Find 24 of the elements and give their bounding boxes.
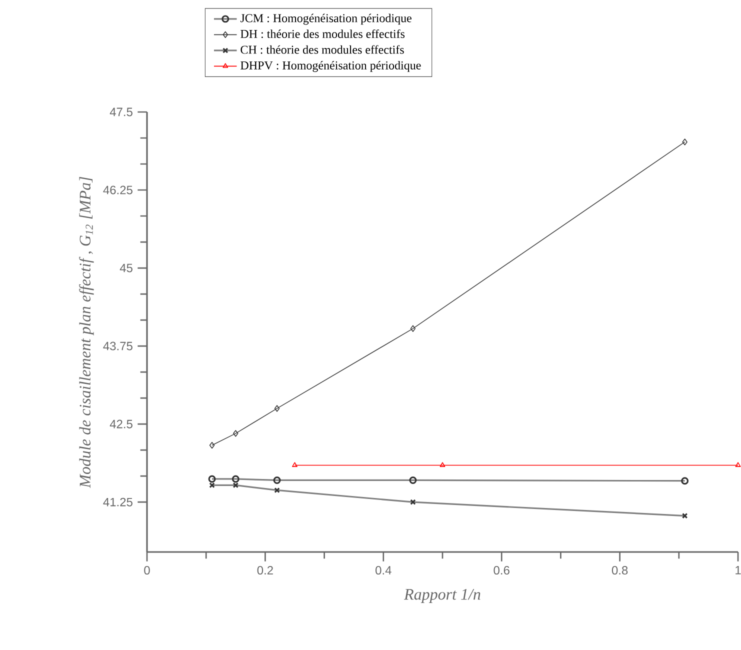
- y-tick-label: 46.25: [103, 186, 132, 194]
- point: [209, 442, 215, 449]
- point: [274, 405, 280, 412]
- y-tick-label: 47.5: [110, 108, 132, 116]
- legend-label: JCM : Homogénéisation périodique: [240, 14, 412, 25]
- y-tick-label: 41.25: [103, 498, 132, 506]
- point: [682, 138, 688, 146]
- point: [233, 430, 238, 437]
- legend-label: CH : théorie des modules effectifs: [240, 45, 404, 54]
- x-tick-label: 0.4: [376, 566, 392, 575]
- x-tick-label: 0.6: [494, 566, 510, 575]
- y-axis-title: Module de cisaillement plan effectif , G$_{12}$ [MPa]: [79, 176, 94, 488]
- legend-label: DH : théorie des modules effectifs: [240, 29, 405, 38]
- y-tick-label: 42.5: [110, 420, 132, 428]
- point: [410, 325, 416, 332]
- x-tick-label: 0.8: [612, 566, 628, 575]
- x-axis-title: Rapport 1/n: [404, 589, 480, 603]
- y-tick-label: 43.75: [103, 342, 132, 350]
- x-tick-label: 1: [736, 566, 741, 574]
- x-tick-label: 0: [144, 566, 150, 575]
- point: [440, 462, 446, 467]
- x-tick-label: 0.2: [257, 566, 273, 575]
- legend-label: DHPV : Homogénéisation périodique: [240, 61, 421, 72]
- y-tick-label: 45: [120, 264, 132, 272]
